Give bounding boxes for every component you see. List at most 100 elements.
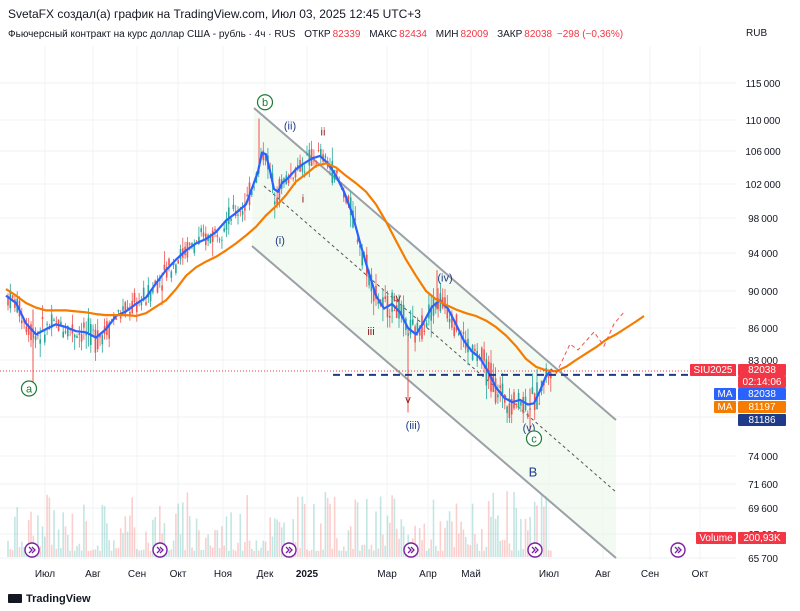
volume-bar <box>329 503 331 557</box>
wave-label: (iii) <box>406 420 421 432</box>
candle-body <box>96 330 99 349</box>
volume-bar <box>340 550 343 557</box>
candle-body <box>11 295 14 298</box>
volume-bar <box>310 549 313 557</box>
candle-body <box>347 196 350 205</box>
high-value: 82434 <box>399 29 427 40</box>
wave-label: (i) <box>275 235 285 247</box>
event-marker-arrow <box>531 546 539 554</box>
candle-body <box>545 368 547 378</box>
candle-body <box>188 243 191 245</box>
volume-bar <box>437 550 439 557</box>
last-price-tag: 82038 <box>748 365 776 376</box>
event-marker-arrow <box>674 546 682 554</box>
time-tick-label: Мар <box>377 569 397 580</box>
volume-bar <box>533 501 536 557</box>
price-tick-label: 74 000 <box>748 452 778 463</box>
volume-bar <box>147 542 150 557</box>
candle-body <box>412 319 414 325</box>
candle-body <box>294 168 297 178</box>
volume-bar <box>211 547 214 557</box>
candle-body <box>165 267 168 278</box>
volume-bar <box>276 519 278 557</box>
volume-bar <box>23 546 25 557</box>
candle-body <box>230 218 232 221</box>
symbol-tag-bg <box>690 364 736 376</box>
candle-body <box>239 211 242 213</box>
volume-bar <box>41 526 44 557</box>
volume-bar <box>499 541 501 557</box>
candle-body <box>336 170 338 174</box>
candle-body <box>393 310 396 312</box>
volume-bar <box>244 541 246 557</box>
event-marker-arrow <box>156 546 164 554</box>
volume-bar <box>368 549 370 557</box>
volume-bar <box>73 550 76 557</box>
volume-bar <box>122 533 124 557</box>
instrument-name[interactable]: Фьючерсный контракт на курс доллар США -… <box>8 29 296 40</box>
candle-body <box>361 252 363 266</box>
price-tick-label: 102 000 <box>745 180 781 191</box>
volume-bar <box>308 550 311 557</box>
ma-fast-name-tag: MA <box>718 389 733 400</box>
volume-bar <box>179 534 182 557</box>
volume-bar <box>129 515 131 557</box>
wave-label: a <box>26 384 33 396</box>
volume-bar <box>71 513 74 557</box>
volume-bar <box>391 495 393 557</box>
price-tick-label: 110 000 <box>746 116 781 127</box>
candle-body <box>430 308 432 321</box>
volume-bar <box>207 534 209 557</box>
volume-bar <box>136 549 138 557</box>
candle-body <box>67 325 69 337</box>
volume-bar <box>338 550 340 557</box>
wave-label: c <box>531 433 537 445</box>
candle-body <box>458 332 460 335</box>
currency-label[interactable]: RUB <box>746 28 768 39</box>
event-markers[interactable] <box>24 542 686 558</box>
volume-bar <box>428 548 430 557</box>
candle-body <box>359 245 361 248</box>
volume-bar <box>455 503 458 557</box>
volume-bar <box>483 550 485 557</box>
candle-body <box>246 194 248 197</box>
candle-body <box>301 163 304 172</box>
time-tick-label: Апр <box>419 569 437 580</box>
candle-body <box>287 175 290 183</box>
tradingview-brand: TradingView <box>26 593 91 605</box>
candle-body <box>37 335 39 336</box>
candle-body <box>136 301 138 313</box>
candle-body <box>423 330 426 333</box>
tradingview-logo[interactable]: TradingView <box>8 593 91 605</box>
volume-bar <box>377 548 380 557</box>
volume-bar <box>241 550 244 557</box>
volume-bar <box>524 518 527 557</box>
event-marker-arrow <box>407 546 415 554</box>
volume-bar <box>96 545 99 557</box>
volume-bar <box>292 519 294 557</box>
candle-body <box>156 282 159 293</box>
candle-body <box>92 329 94 331</box>
ma-fast-name-tag-bg <box>714 388 736 400</box>
moving-averages <box>5 151 645 406</box>
time-axis[interactable]: Июл Авг Сен Окт Ноя Дек 2025 Мар Апр Май Июл Авг Сен… <box>35 569 709 580</box>
volume-bar <box>7 540 9 557</box>
volume-bar <box>386 515 389 557</box>
wave-label: b <box>262 97 268 109</box>
level-value-tag-bg <box>738 414 786 426</box>
candle-body <box>499 385 501 389</box>
volume-bar <box>126 531 129 557</box>
candle-body <box>409 319 412 335</box>
volume-bar <box>119 528 122 557</box>
volume-bar <box>366 498 368 557</box>
volume-bar <box>232 549 235 557</box>
volume-bar <box>131 497 133 557</box>
candle-body <box>34 336 37 341</box>
volume-bar <box>324 491 327 557</box>
volume-bar <box>501 539 504 557</box>
volume-bar <box>414 525 416 557</box>
candle-body <box>223 228 225 232</box>
